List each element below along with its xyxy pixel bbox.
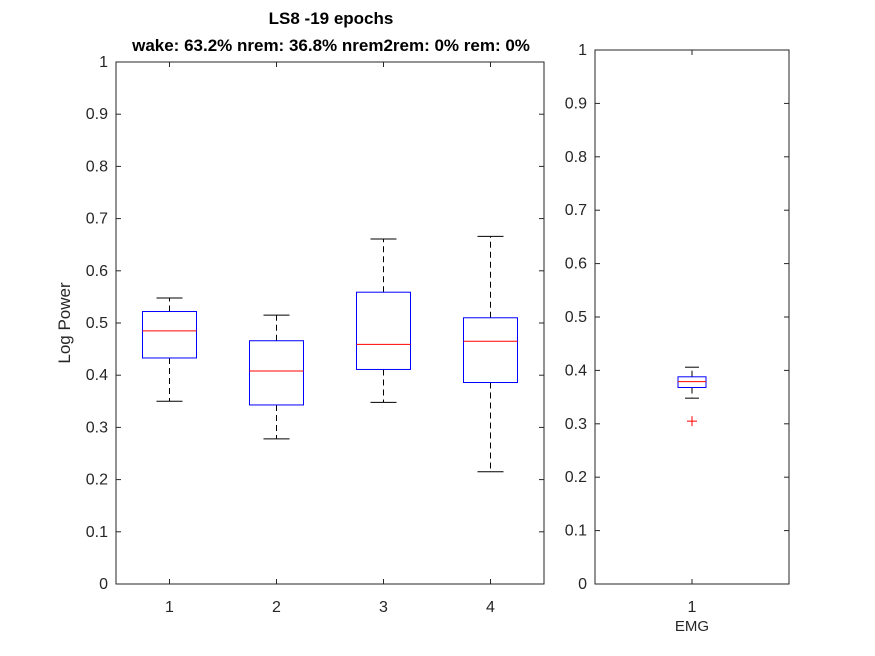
emg-y-tick-label: 0.6: [565, 256, 587, 273]
main-y-tick-label: 0.8: [86, 158, 108, 175]
iqr-box: [677, 376, 707, 388]
chart-subtitle: wake: 63.2% nrem: 36.8% nrem2rem: 0% rem…: [131, 36, 530, 55]
main-box-4: [463, 235, 518, 473]
main-y-tick-label: 0: [99, 576, 108, 593]
emg-y-tick-label: 1: [578, 42, 587, 59]
main-y-tick-label: 0.3: [86, 419, 108, 436]
emg-box-1: [677, 366, 707, 427]
emg-y-ticks: 0 0.1 0.2 0.3 0.4 0.5 0.6 0.7 0.8 0.9 1: [565, 42, 789, 593]
emg-boxes: [677, 366, 707, 427]
iqr-box: [463, 317, 518, 384]
outlier-marker: [687, 416, 697, 427]
emg-plot-area: [595, 50, 789, 584]
emg-y-tick-label: 0.7: [565, 202, 587, 219]
main-y-tick-label: 0.4: [86, 367, 108, 384]
emg-y-tick-label: 0.8: [565, 149, 587, 166]
emg-x-axis-label: EMG: [675, 618, 709, 635]
emg-x-ticks: 1: [688, 50, 697, 616]
main-y-tick-label: 0.1: [86, 524, 108, 541]
main-y-tick-label: 0.2: [86, 472, 108, 489]
main-y-tick-label: 0.7: [86, 211, 108, 228]
main-boxes: [142, 235, 518, 473]
iqr-box: [249, 340, 304, 406]
main-y-tick-label: 0.9: [86, 106, 108, 123]
emg-axes-frame: [594, 49, 790, 585]
emg-y-tick-label: 0.2: [565, 469, 587, 486]
emg-y-tick-label: 0.5: [565, 309, 587, 326]
emg-y-tick-label: 0: [578, 576, 587, 593]
emg-y-tick-label: 0.1: [565, 523, 587, 540]
main-box-2: [249, 314, 304, 440]
main-y-tick-label: 0.6: [86, 263, 108, 280]
emg-y-tick-label: 0.3: [565, 416, 587, 433]
emg-x-tick-label: 1: [688, 599, 697, 616]
main-y-tick-label: 1: [99, 54, 108, 71]
main-x-tick-label: 1: [165, 599, 174, 616]
main-y-tick-label: 0.5: [86, 315, 108, 332]
emg-y-tick-label: 0.4: [565, 362, 587, 379]
main-x-tick-label: 3: [379, 599, 388, 616]
main-axes-frame: [115, 61, 545, 585]
iqr-box: [142, 311, 197, 359]
main-box-1: [142, 297, 197, 402]
main-plot-area: [116, 62, 544, 584]
main-axes: 0 0.1 0.2 0.3 0.4 0.5 0.6 0.7 0.8 0.9 1 1 2 3 4 Log P…: [55, 54, 545, 616]
chart-title: LS8 -19 epochs: [269, 9, 394, 28]
emg-axes: 0 0.1 0.2 0.3 0.4 0.5 0.6 0.7 0.8 0.9 1 1 EMG: [565, 42, 790, 635]
iqr-box: [356, 291, 411, 370]
main-x-tick-label: 4: [486, 599, 495, 616]
main-x-tick-label: 2: [272, 599, 281, 616]
main-x-ticks: 1 2 3 4: [165, 62, 495, 616]
emg-y-tick-label: 0.9: [565, 95, 587, 112]
main-box-3: [356, 238, 411, 403]
main-y-ticks: 0 0.1 0.2 0.3 0.4 0.5 0.6 0.7 0.8 0.9 1: [86, 54, 544, 593]
y-axis-label: Log Power: [55, 282, 74, 364]
